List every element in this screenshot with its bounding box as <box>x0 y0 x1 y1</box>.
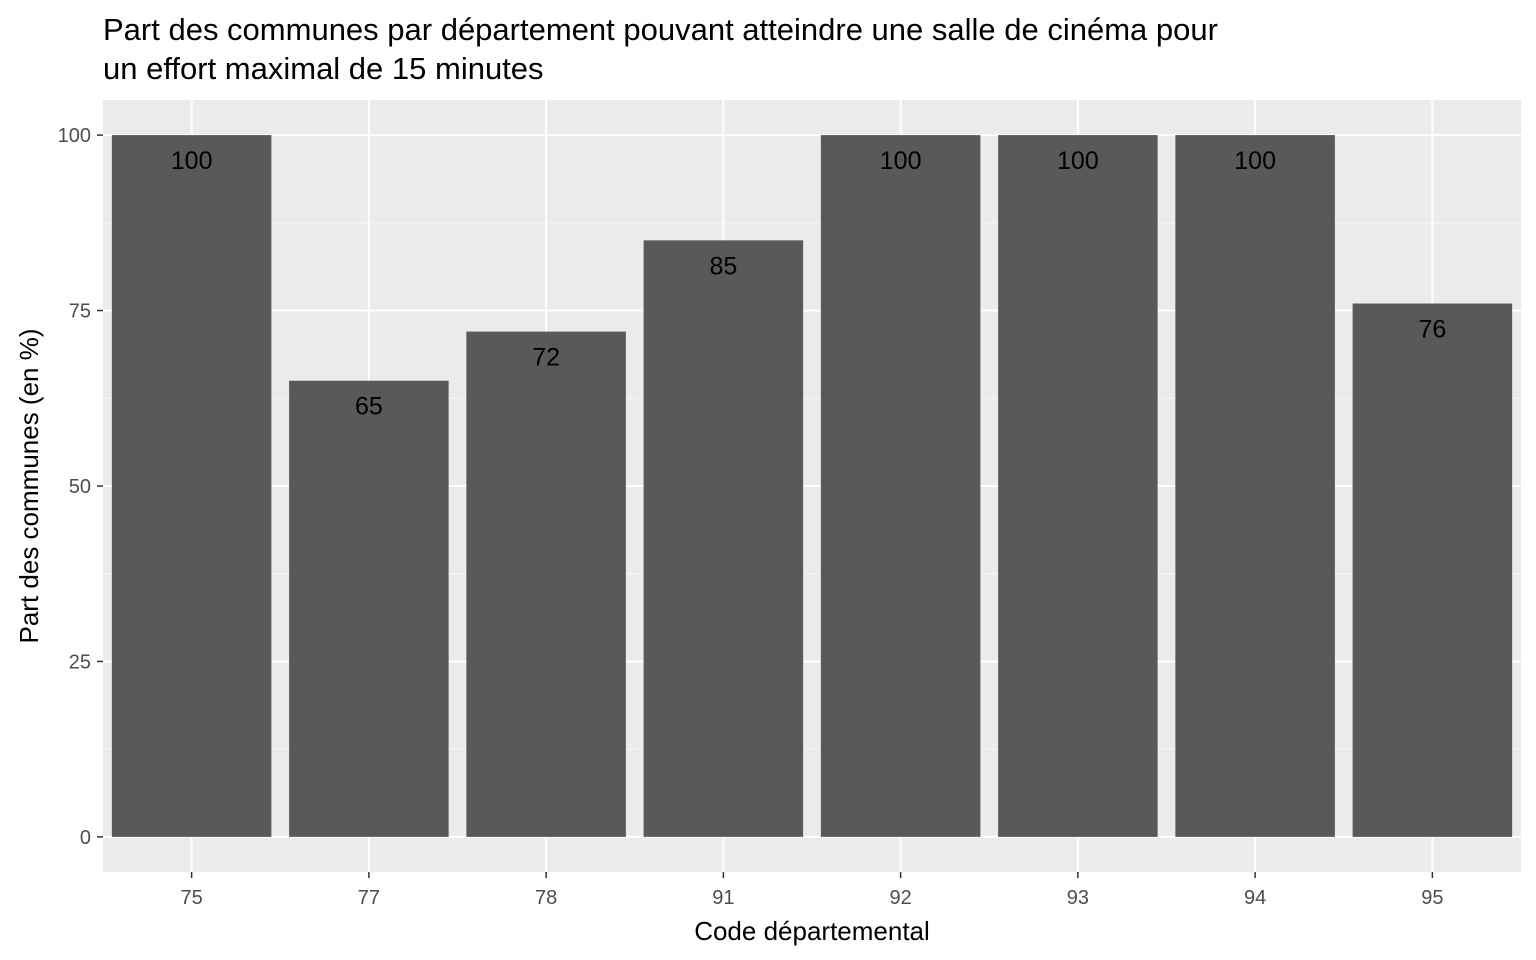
bar-91 <box>643 240 804 837</box>
x-tick-label: 93 <box>1067 887 1089 909</box>
chart-title-line-1: Part des communes par département pouvan… <box>103 12 1218 47</box>
y-tick-label: 50 <box>69 476 91 498</box>
bar-value-label: 76 <box>1418 316 1446 344</box>
x-tick-label: 91 <box>712 887 734 909</box>
y-axis-title: Part des communes (en %) <box>14 328 44 643</box>
bar-value-label: 100 <box>1234 147 1276 175</box>
x-axis: 75 77 78 91 92 93 94 95 <box>181 872 1444 909</box>
y-tick-label: 25 <box>69 651 91 673</box>
x-tick-label: 77 <box>358 887 380 909</box>
bar-value-label: 65 <box>355 393 383 421</box>
bar-labels: 100 65 72 85 100 100 100 76 <box>171 147 1447 421</box>
x-tick-label: 75 <box>181 887 203 909</box>
bar-value-label: 85 <box>709 252 737 280</box>
bar-95 <box>1352 303 1513 837</box>
x-axis-title: Code départemental <box>694 916 930 946</box>
bar-78 <box>466 331 626 837</box>
chart-title: Part des communes par département pouvan… <box>103 10 1503 88</box>
bar-value-label: 100 <box>171 147 213 175</box>
x-tick-label: 92 <box>890 887 912 909</box>
bar-77 <box>289 380 449 837</box>
bar-75 <box>111 135 272 837</box>
y-tick-label: 100 <box>58 125 91 147</box>
bar-value-label: 100 <box>1057 147 1099 175</box>
x-tick-label: 94 <box>1244 887 1266 909</box>
y-tick-label: 0 <box>80 827 91 849</box>
bar-93 <box>998 135 1158 837</box>
bars <box>111 135 1513 837</box>
x-tick-label: 95 <box>1421 887 1443 909</box>
bar-value-label: 72 <box>532 344 560 372</box>
chart-title-line-2: un effort maximal de 15 minutes <box>103 51 544 86</box>
y-tick-label: 75 <box>69 301 91 323</box>
y-axis: 0 25 50 75 100 <box>58 125 103 849</box>
bar-94 <box>1175 135 1335 837</box>
bar-92 <box>820 135 981 837</box>
x-tick-label: 78 <box>535 887 557 909</box>
bar-value-label: 100 <box>880 147 922 175</box>
